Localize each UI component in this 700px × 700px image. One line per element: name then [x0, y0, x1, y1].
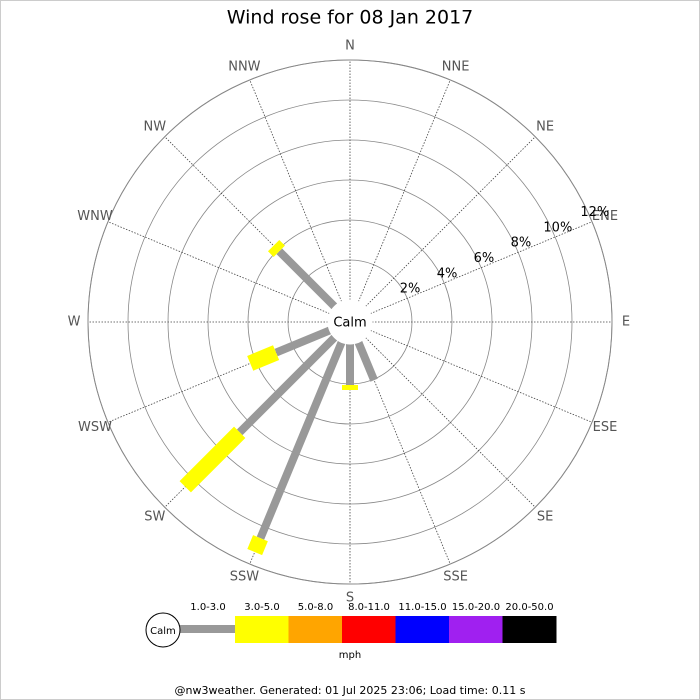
legend-swatch	[502, 616, 557, 643]
direction-label: SE	[537, 510, 553, 525]
legend-label: 11.0-15.0	[398, 602, 446, 613]
grid-ring	[87, 59, 613, 585]
direction-label: ESE	[593, 420, 618, 435]
spoke	[365, 136, 536, 307]
rose-segment	[256, 340, 346, 540]
direction-label: SSW	[230, 569, 260, 584]
spoke	[370, 330, 593, 423]
rose-segment	[274, 326, 332, 357]
r-tick-label: 8%	[511, 236, 532, 251]
direction-label: ENE	[592, 209, 618, 224]
direction-label: NNE	[442, 60, 470, 75]
direction-label: W	[68, 315, 81, 330]
legend-swatch	[449, 616, 503, 643]
spoke	[358, 79, 451, 302]
r-tick-label: 2%	[400, 282, 421, 297]
direction-label: WSW	[78, 420, 112, 435]
legend-label: 20.0-50.0	[505, 602, 553, 613]
r-tick-label: 4%	[437, 266, 458, 281]
legend-swatch	[288, 616, 343, 643]
legend-label: 3.0-5.0	[244, 602, 279, 613]
direction-label: NW	[144, 119, 167, 134]
rose-segment	[247, 345, 280, 371]
unit-label: mph	[339, 650, 361, 661]
spoke	[107, 221, 330, 314]
legend-label: 8.0-11.0	[348, 602, 390, 613]
rose-segment	[276, 248, 338, 310]
rose-segment	[267, 239, 285, 257]
direction-label: NNW	[228, 60, 260, 75]
rose-segment	[236, 334, 338, 436]
spoke	[370, 221, 593, 314]
grid-ring	[247, 219, 453, 425]
direction-label: WNW	[77, 209, 113, 224]
footer: @nw3weather. Generated: 01 Jul 2025 23:0…	[175, 684, 526, 697]
direction-label: SSE	[443, 569, 468, 584]
legend-swatch	[342, 616, 396, 643]
r-tick-label: 6%	[474, 251, 495, 266]
rose-segment	[179, 426, 246, 493]
direction-label: SW	[144, 510, 165, 525]
legend-calm-circle	[145, 612, 181, 648]
r-tick-label: 10%	[543, 220, 572, 235]
legend-swatch	[235, 616, 289, 643]
direction-label: NE	[536, 119, 554, 134]
legend-label: 15.0-20.0	[452, 602, 500, 613]
legend-label: 1.0-3.0	[190, 602, 225, 613]
rose-segment	[354, 340, 378, 382]
grid-ring	[127, 99, 573, 545]
rose-segment	[247, 535, 268, 556]
direction-label: E	[622, 315, 630, 330]
spoke	[365, 337, 536, 508]
calm-label: Calm	[333, 316, 366, 331]
calm-circle	[327, 299, 373, 345]
spoke	[249, 79, 342, 302]
chart-title: Wind rose for 08 Jan 2017	[227, 7, 474, 29]
r-tick-label: 12%	[580, 205, 609, 220]
legend-swatch	[395, 616, 450, 643]
direction-label: N	[345, 39, 355, 54]
legend-label: 5.0-8.0	[298, 602, 333, 613]
direction-label: S	[346, 591, 354, 606]
legend-calm-label: Calm	[150, 626, 176, 637]
